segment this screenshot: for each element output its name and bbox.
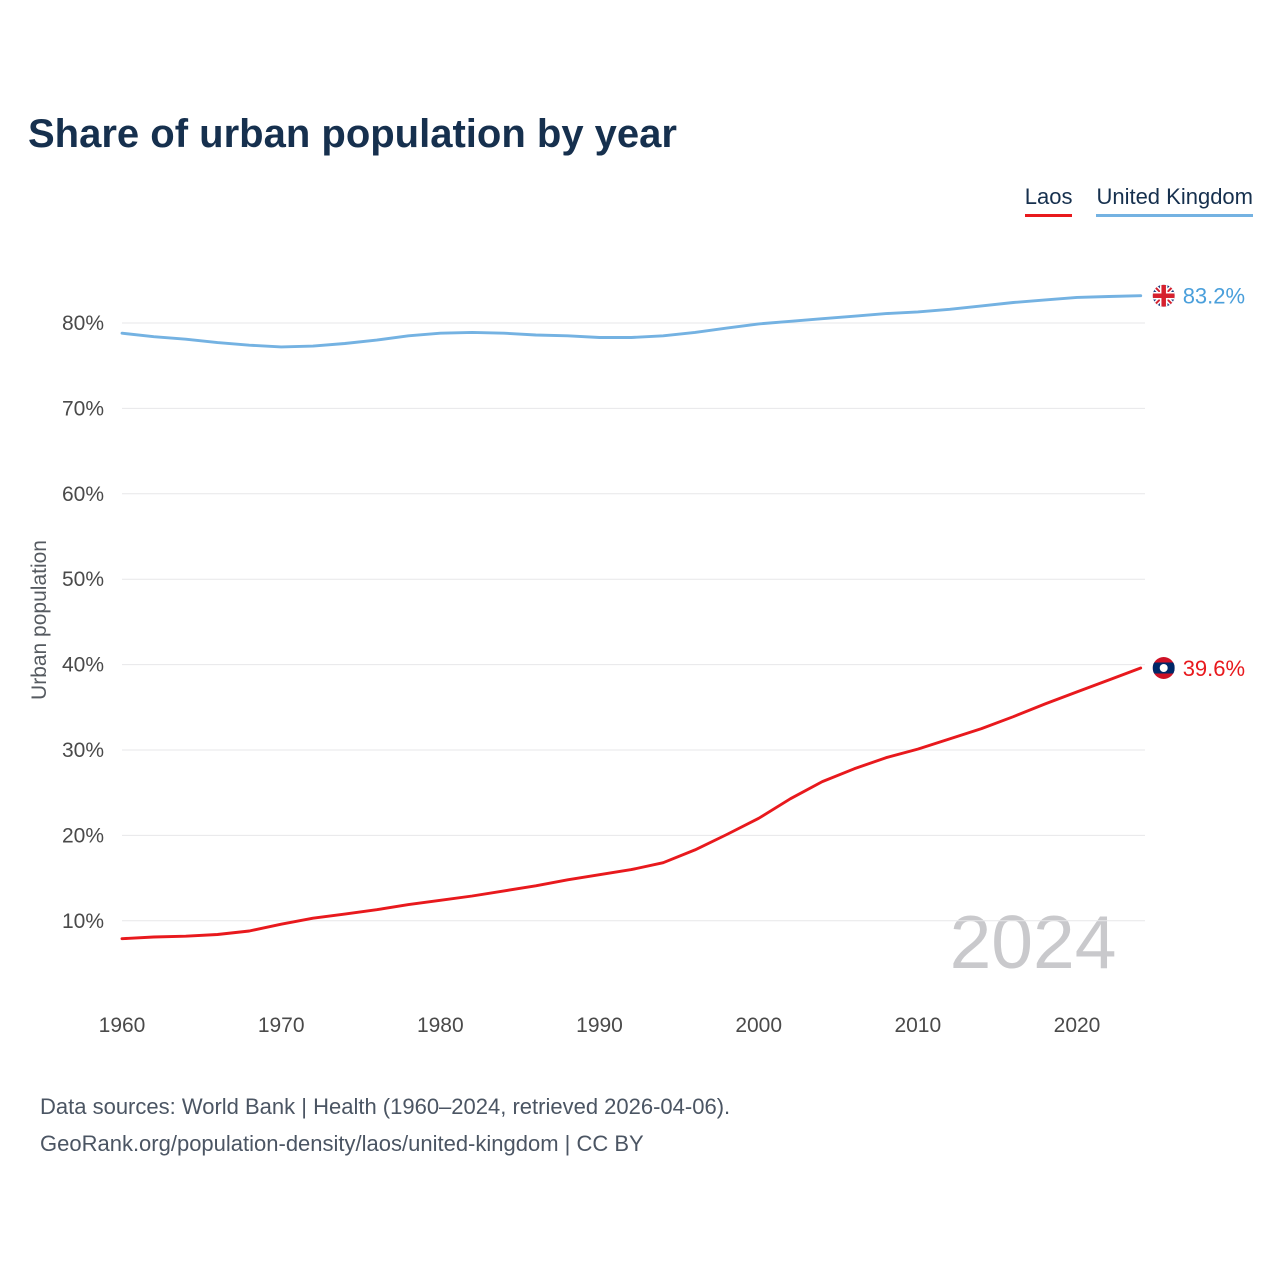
y-tick-label: 30% bbox=[62, 739, 104, 762]
watermark-year: 2024 bbox=[950, 900, 1117, 984]
x-tick-label: 1960 bbox=[99, 1014, 146, 1037]
legend-item-united-kingdom[interactable]: United Kingdom bbox=[1096, 184, 1253, 217]
footer-line-sources: Data sources: World Bank | Health (1960–… bbox=[40, 1094, 731, 1119]
uk-end-value-label: 83.2% bbox=[1183, 284, 1245, 309]
laos-flag-icon bbox=[1150, 655, 1177, 681]
laos-line bbox=[120, 666, 1143, 941]
y-tick-label: 50% bbox=[62, 568, 104, 591]
gridlines-and-ticks: 10% 20% 30% 40% 50% 60% 70% 80% 1960 1970 1980 1990… bbox=[62, 312, 1145, 1037]
y-tick-label: 10% bbox=[62, 910, 104, 933]
uk-flag-icon bbox=[1150, 282, 1177, 309]
page-title: Share of urban population by year bbox=[28, 112, 677, 156]
x-tick-label: 2020 bbox=[1054, 1014, 1101, 1037]
data-source-footer: Data sources: World Bank | Health (1960–… bbox=[40, 1088, 730, 1162]
legend: Laos United Kingdom bbox=[1024, 184, 1253, 217]
laos-end-value-label: 39.6% bbox=[1183, 656, 1245, 681]
y-tick-label: 20% bbox=[62, 824, 104, 847]
chart-series-lines bbox=[120, 294, 1143, 941]
y-tick-label: 40% bbox=[62, 654, 104, 677]
y-tick-label: 60% bbox=[62, 483, 104, 506]
united-kingdom-line bbox=[120, 294, 1143, 349]
x-tick-label: 2010 bbox=[894, 1014, 941, 1037]
footer-line-attribution: GeoRank.org/population-density/laos/unit… bbox=[40, 1131, 644, 1156]
x-tick-label: 1990 bbox=[576, 1014, 623, 1037]
y-axis-label: Urban population bbox=[28, 540, 51, 700]
y-tick-label: 70% bbox=[62, 397, 104, 420]
x-tick-label: 1980 bbox=[417, 1014, 464, 1037]
x-tick-label: 1970 bbox=[258, 1014, 305, 1037]
legend-item-laos[interactable]: Laos bbox=[1024, 184, 1073, 217]
x-tick-label: 2000 bbox=[735, 1014, 782, 1037]
y-tick-label: 80% bbox=[62, 312, 104, 335]
